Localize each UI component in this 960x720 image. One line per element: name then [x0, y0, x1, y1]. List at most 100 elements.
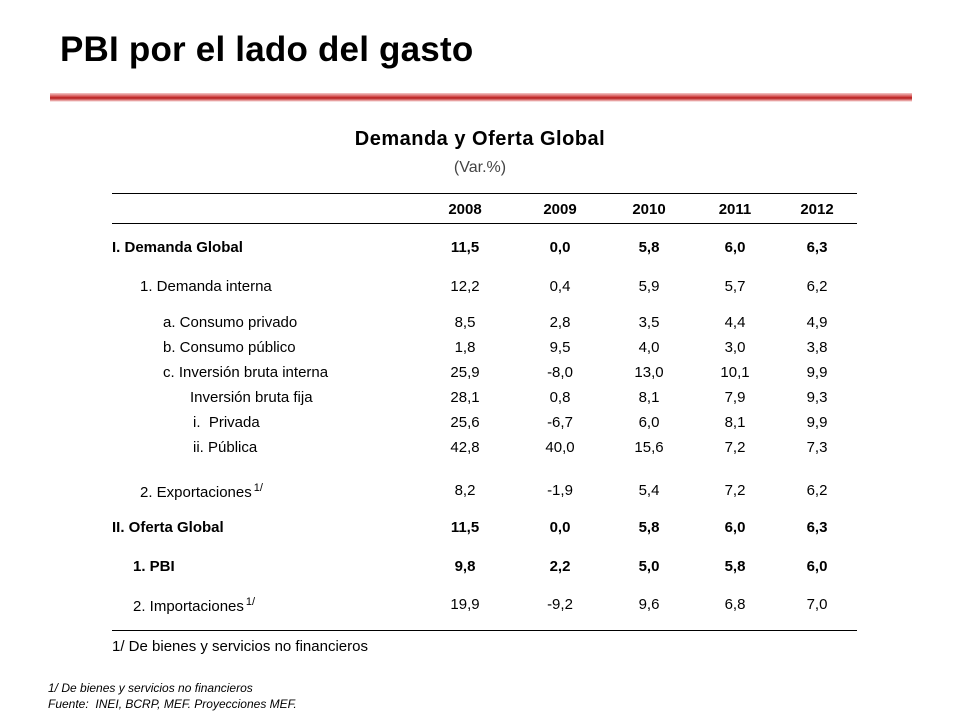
row-label: 1. Demanda interna — [140, 278, 272, 295]
row-label: 2. Exportaciones 1/ — [140, 478, 263, 503]
value-cell: -1,9 — [547, 482, 573, 499]
value-cell: 5,0 — [638, 558, 660, 575]
value-cell: 6,3 — [806, 239, 828, 256]
value-cell: 6,2 — [806, 278, 828, 295]
value-cell: 9,5 — [549, 339, 571, 356]
footnote-marker: 1/ — [253, 482, 263, 494]
page-title: PBI por el lado del gasto — [60, 30, 474, 69]
source-line: Fuente: INEI, BCRP, MEF. Proyecciones ME… — [48, 697, 297, 711]
table-footnote: 1/ De bienes y servicios no financieros — [112, 638, 368, 655]
table-header-row: 2008 2009 2010 2011 2012 — [0, 200, 960, 220]
value-cell: 6,0 — [724, 519, 746, 536]
note-line: 1/ De bienes y servicios no financieros — [48, 681, 253, 695]
value-cell: 9,9 — [806, 414, 828, 431]
table-subtitle: (Var.%) — [453, 159, 507, 176]
table-row: ii. Pública 42,8 40,0 15,6 7,2 7,3 — [0, 438, 960, 458]
value-cell: 5,8 — [638, 519, 660, 536]
table-row: Inversión bruta fija 28,1 0,8 8,1 7,9 9,… — [0, 388, 960, 408]
table-title: Demanda y Oferta Global — [354, 128, 606, 150]
value-cell: 25,6 — [450, 414, 480, 431]
title-divider — [50, 93, 912, 102]
value-cell: 9,8 — [454, 558, 476, 575]
year-header: 2008 — [448, 201, 482, 218]
value-cell: 11,5 — [450, 239, 480, 256]
table-row: 2. Importaciones 1/ 19,9 -9,2 9,6 6,8 7,0 — [0, 592, 960, 615]
table-row: II. Oferta Global 11,5 0,0 5,8 6,0 6,3 — [0, 518, 960, 538]
value-cell: 7,2 — [724, 439, 746, 456]
footnote-marker: 1/ — [245, 596, 256, 608]
value-cell: 5,4 — [638, 482, 660, 499]
value-cell: -6,7 — [547, 414, 573, 431]
value-cell: 8,2 — [454, 482, 476, 499]
value-cell: 9,9 — [806, 364, 828, 381]
value-cell: 6,8 — [724, 596, 746, 613]
year-header: 2009 — [543, 201, 577, 218]
value-cell: 9,6 — [638, 596, 660, 613]
value-cell: 6,0 — [806, 558, 828, 575]
value-cell: 11,5 — [450, 519, 480, 536]
value-cell: 7,2 — [724, 482, 746, 499]
value-cell: 6,2 — [806, 482, 828, 499]
row-label: b. Consumo público — [163, 339, 296, 356]
value-cell: 13,0 — [634, 364, 664, 381]
value-cell: 12,2 — [450, 278, 480, 295]
value-cell: 10,1 — [720, 364, 750, 381]
value-cell: 4,9 — [806, 314, 828, 331]
value-cell: 6,0 — [638, 414, 660, 431]
value-cell: 2,8 — [549, 314, 571, 331]
value-cell: 0,4 — [549, 278, 571, 295]
value-cell: 40,0 — [545, 439, 575, 456]
row-label: II. Oferta Global — [112, 519, 224, 536]
value-cell: 8,1 — [638, 389, 660, 406]
value-cell: 8,5 — [454, 314, 476, 331]
value-cell: 28,1 — [450, 389, 480, 406]
year-header: 2011 — [718, 201, 752, 218]
table-row: 1. Demanda interna 12,2 0,4 5,9 5,7 6,2 — [0, 277, 960, 297]
value-cell: 4,0 — [638, 339, 660, 356]
value-cell: 3,8 — [806, 339, 828, 356]
row-label: I. Demanda Global — [112, 239, 243, 256]
value-cell: 15,6 — [634, 439, 664, 456]
table-row: I. Demanda Global 11,5 0,0 5,8 6,0 6,3 — [0, 238, 960, 258]
table-bottom-rule — [112, 630, 857, 631]
row-label: Inversión bruta fija — [190, 389, 313, 406]
table-row: i. Privada 25,6 -6,7 6,0 8,1 9,9 — [0, 413, 960, 433]
value-cell: 3,0 — [724, 339, 746, 356]
value-cell: 5,8 — [724, 558, 746, 575]
value-cell: 0,0 — [549, 239, 571, 256]
table-top-rule — [112, 193, 857, 194]
value-cell: 9,3 — [806, 389, 828, 406]
value-cell: 2,2 — [549, 558, 571, 575]
row-label: i. Privada — [193, 414, 260, 431]
row-label: ii. Pública — [193, 439, 258, 456]
year-header: 2012 — [800, 201, 834, 218]
value-cell: 6,3 — [806, 519, 828, 536]
value-cell: 5,7 — [724, 278, 746, 295]
row-label: 1. PBI — [133, 558, 175, 575]
row-label: a. Consumo privado — [163, 314, 298, 331]
value-cell: 0,8 — [549, 389, 571, 406]
table-row: 2. Exportaciones 1/ 8,2 -1,9 5,4 7,2 6,2 — [0, 478, 960, 501]
value-cell: 8,1 — [724, 414, 746, 431]
table-row: b. Consumo público 1,8 9,5 4,0 3,0 3,8 — [0, 338, 960, 358]
value-cell: -9,2 — [547, 596, 573, 613]
row-label-text: 2. Exportaciones — [140, 484, 252, 501]
row-label: c. Inversión bruta interna — [163, 364, 329, 381]
value-cell: 19,9 — [450, 596, 480, 613]
year-header: 2010 — [632, 201, 666, 218]
value-cell: 7,9 — [724, 389, 746, 406]
table-row: a. Consumo privado 8,5 2,8 3,5 4,4 4,9 — [0, 313, 960, 333]
value-cell: 6,0 — [724, 239, 746, 256]
table-header-rule — [112, 223, 857, 224]
table-row: c. Inversión bruta interna 25,9 -8,0 13,… — [0, 363, 960, 383]
value-cell: 3,5 — [638, 314, 660, 331]
row-label-text: 2. Importaciones — [133, 598, 244, 615]
source-notes: 1/ De bienes y servicios no financieros … — [48, 680, 297, 712]
row-label: 2. Importaciones 1/ — [133, 592, 255, 617]
value-cell: 42,8 — [450, 439, 480, 456]
value-cell: 4,4 — [724, 314, 746, 331]
value-cell: 5,8 — [638, 239, 660, 256]
value-cell: 7,0 — [806, 596, 828, 613]
value-cell: -8,0 — [547, 364, 573, 381]
value-cell: 5,9 — [638, 278, 660, 295]
